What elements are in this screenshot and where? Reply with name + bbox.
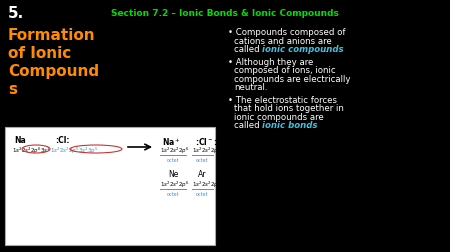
Text: Formation
of Ionic
Compound
s: Formation of Ionic Compound s xyxy=(8,28,99,97)
Text: compounds are electrically: compounds are electrically xyxy=(234,74,351,83)
Text: octet: octet xyxy=(166,158,179,162)
Text: Na: Na xyxy=(14,136,26,144)
Text: that hold ions together in: that hold ions together in xyxy=(234,104,344,113)
Text: • Compounds composed of: • Compounds composed of xyxy=(228,28,346,37)
Text: $1s^22s^22p^6$: $1s^22s^22p^6$ xyxy=(160,179,190,190)
Text: :Cl$^-$:: :Cl$^-$: xyxy=(195,136,217,146)
Text: composed of ions, ionic: composed of ions, ionic xyxy=(234,66,336,75)
Text: $1s^22s^22p^6$: $1s^22s^22p^6$ xyxy=(160,145,190,156)
Text: Section 7.2 – Ionic Bonds & Ionic Compounds: Section 7.2 – Ionic Bonds & Ionic Compou… xyxy=(111,9,339,17)
Text: .: . xyxy=(306,120,309,130)
Text: octet: octet xyxy=(166,191,179,196)
Text: called: called xyxy=(234,45,262,54)
Text: ionic compounds: ionic compounds xyxy=(262,45,344,54)
Text: • Although they are: • Although they are xyxy=(228,57,313,66)
Text: $1s^22s^22p^63s^23p^6$: $1s^22s^22p^63s^23p^6$ xyxy=(192,179,241,190)
Text: ionic bonds: ionic bonds xyxy=(262,120,318,130)
Text: octet: octet xyxy=(196,158,208,162)
Text: octet: octet xyxy=(196,191,208,196)
Text: 5.: 5. xyxy=(8,6,24,20)
Text: $1s^22s^22p^63s^23p^6$: $1s^22s^22p^63s^23p^6$ xyxy=(192,145,241,156)
Text: .: . xyxy=(324,45,327,54)
Text: Ne: Ne xyxy=(168,169,178,178)
Text: $1s^22s^22p^63s^23p^5$: $1s^22s^22p^63s^23p^5$ xyxy=(50,145,99,156)
Text: cations and anions are: cations and anions are xyxy=(234,36,332,45)
Text: Ar: Ar xyxy=(198,169,206,178)
Text: called: called xyxy=(234,120,262,130)
Text: neutral.: neutral. xyxy=(234,83,267,92)
Text: ionic compounds are: ionic compounds are xyxy=(234,112,324,121)
Text: • The electrostatic forces: • The electrostatic forces xyxy=(228,95,337,104)
FancyBboxPatch shape xyxy=(5,128,215,245)
Text: :Cl:: :Cl: xyxy=(55,136,69,144)
Text: Na$^+$: Na$^+$ xyxy=(162,136,180,147)
Text: $1s^22s^22p^63s^1$: $1s^22s^22p^63s^1$ xyxy=(12,145,51,156)
